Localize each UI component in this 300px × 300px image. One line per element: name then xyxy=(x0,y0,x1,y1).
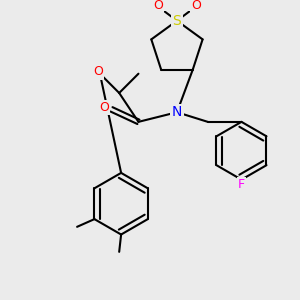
Text: N: N xyxy=(172,105,182,119)
Text: F: F xyxy=(238,178,245,191)
Text: O: O xyxy=(99,101,109,114)
Text: O: O xyxy=(93,65,103,78)
Text: O: O xyxy=(191,0,201,12)
Text: S: S xyxy=(172,14,181,28)
Text: O: O xyxy=(153,0,163,12)
